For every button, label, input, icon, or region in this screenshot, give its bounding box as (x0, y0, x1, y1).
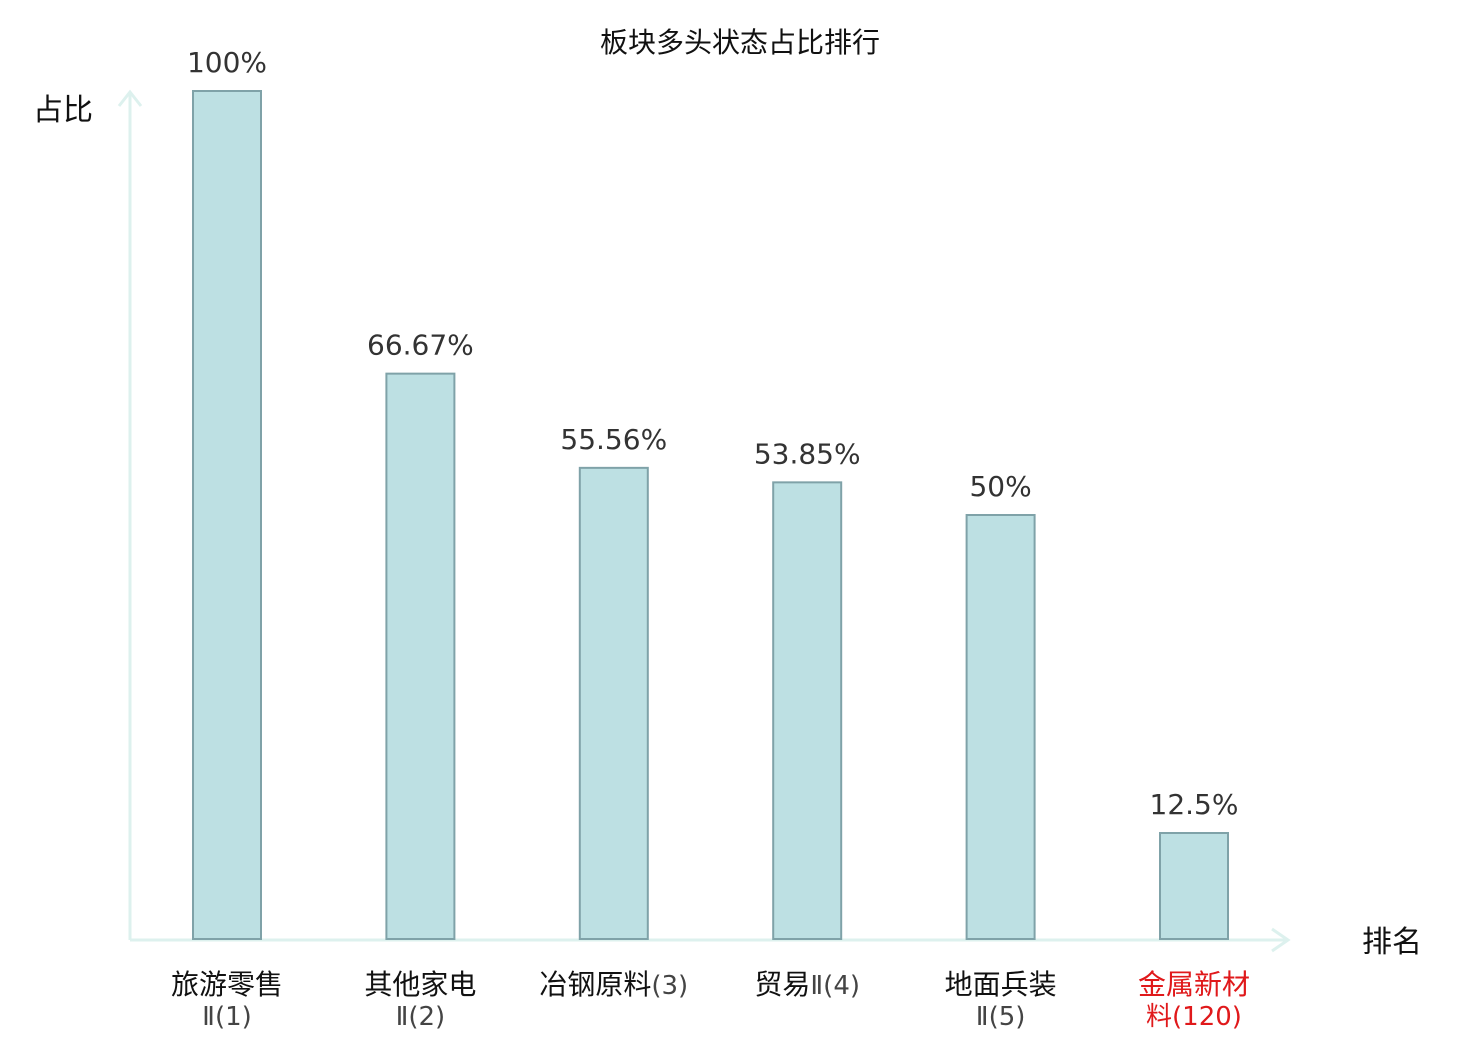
bar (772, 481, 843, 940)
x-tick-rank: Ⅱ(5) (976, 1002, 1026, 1032)
x-tick-label: 贸易Ⅱ(4) (754, 968, 860, 1001)
bar (965, 514, 1036, 940)
y-axis (117, 89, 143, 940)
x-tick-label: 旅游零售 (171, 968, 283, 1001)
x-tick-label: 地面兵装 (945, 968, 1057, 1001)
x-tick-label: 冶钢原料(3) (539, 968, 688, 1001)
x-axis (130, 927, 1291, 953)
bar (385, 372, 456, 940)
x-axis-label: 排名 (1362, 925, 1422, 960)
data-label: 55.56% (560, 423, 667, 456)
x-tick-label: 其他家电 (364, 968, 476, 1001)
data-label: 100% (187, 46, 267, 79)
bar (1159, 832, 1229, 940)
x-tick-rank: 料(120) (1146, 1002, 1242, 1032)
data-label: 66.67% (367, 329, 474, 362)
bar (192, 90, 262, 940)
bar (578, 466, 649, 940)
x-tick-rank: Ⅱ(1) (202, 1002, 252, 1032)
chart-title: 板块多头状态占比排行 (600, 26, 880, 59)
y-axis-label: 占比 (33, 93, 93, 128)
data-label: 53.85% (754, 437, 861, 470)
data-label: 12.5% (1150, 788, 1239, 821)
x-tick-label: 金属新材 (1138, 968, 1250, 1001)
x-tick-rank: Ⅱ(2) (396, 1002, 446, 1032)
data-label: 50% (969, 470, 1031, 503)
